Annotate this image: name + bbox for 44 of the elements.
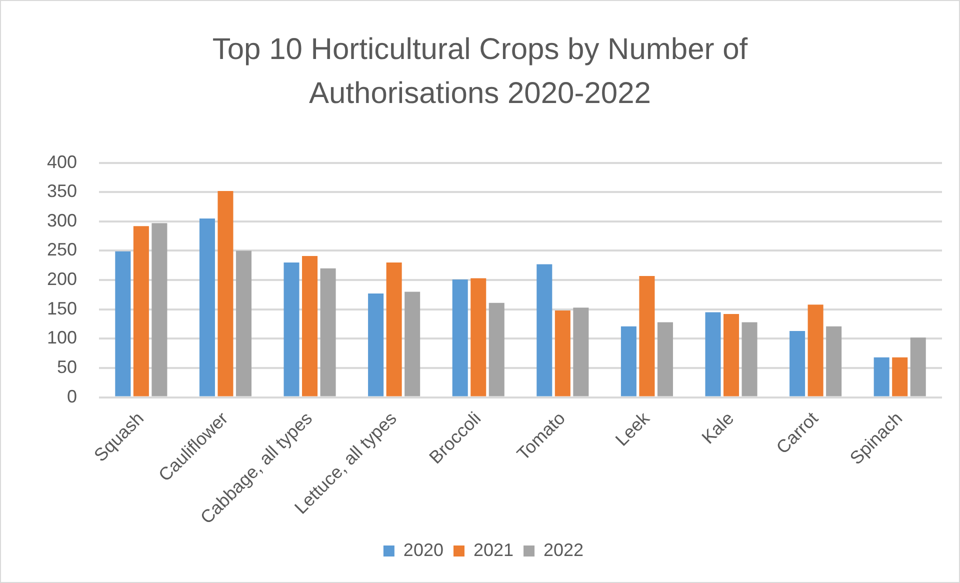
y-tick-label: 300: [46, 210, 78, 230]
y-tick-label: 400: [46, 152, 78, 172]
bar: [404, 292, 420, 396]
bar: [536, 264, 552, 396]
bar: [470, 278, 486, 396]
bar: [723, 314, 740, 396]
bar: [302, 256, 318, 396]
y-tick-label: 200: [46, 269, 78, 290]
bar: [284, 262, 300, 396]
bar: [657, 322, 673, 396]
y-tick-label: 50: [57, 356, 78, 377]
bar: [874, 357, 890, 396]
legend-label: 2021: [473, 540, 514, 560]
bar: [320, 268, 336, 396]
bar: [742, 322, 758, 396]
y-tick-label: 350: [46, 181, 78, 202]
bar: [826, 326, 842, 396]
bar: [236, 250, 252, 396]
bar: [705, 312, 721, 396]
bar: [488, 302, 504, 396]
y-tick-label: 150: [46, 298, 78, 318]
bar: [910, 338, 926, 396]
bar: [133, 226, 149, 396]
legend-label: 2022: [544, 540, 584, 560]
x-tick-label: Kale: [698, 408, 738, 448]
bar: [620, 326, 636, 396]
y-tick-label: 250: [46, 240, 78, 260]
bar: [639, 276, 655, 396]
bar: [386, 262, 402, 396]
bar: [452, 279, 468, 396]
y-tick-label: 0: [67, 386, 78, 406]
bar: [199, 218, 215, 396]
bar: [554, 310, 570, 396]
bar: [152, 223, 168, 396]
bar: [368, 294, 384, 396]
chart-title: Top 10 Horticultural Crops by Number of Authorisations 2020-2022: [211, 32, 749, 112]
bar: [808, 304, 824, 396]
y-tick-label: 100: [46, 328, 78, 348]
bar: [218, 190, 234, 396]
bar: [115, 251, 131, 396]
bar: [790, 331, 806, 396]
legend-label: 2020: [403, 540, 444, 560]
bar: [892, 357, 908, 396]
bar: [573, 308, 589, 396]
